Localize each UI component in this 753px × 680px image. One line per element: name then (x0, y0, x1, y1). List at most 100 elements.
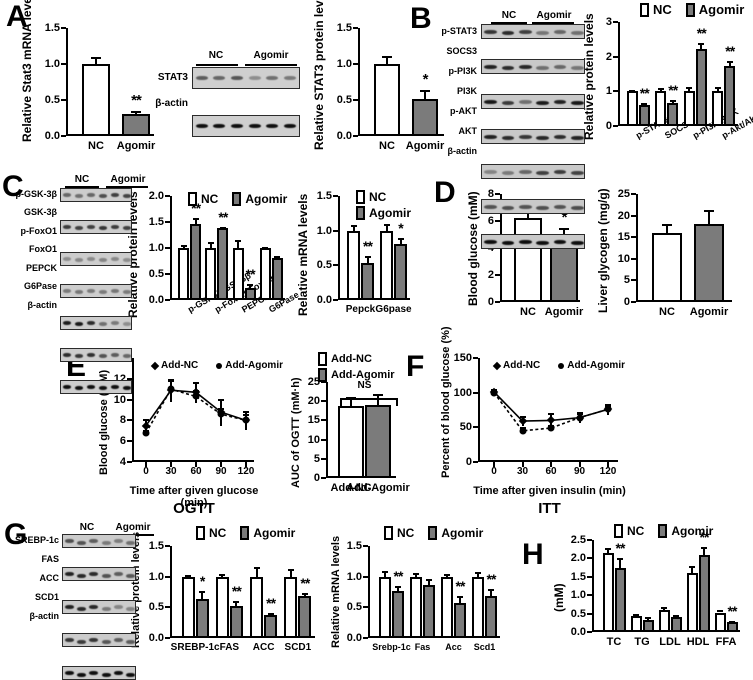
y-axis (592, 540, 594, 632)
blot-band (98, 354, 108, 359)
chart-e-auc: 0 5 10 15 20 25 Add-NC Add-Agomir NS (308, 376, 410, 494)
y-tick (613, 90, 618, 93)
y-tick (61, 63, 66, 65)
y-tick-label: 1.0 (316, 224, 332, 237)
error-cap (382, 56, 392, 59)
error-cap (714, 87, 721, 90)
significance-marker: ** (486, 570, 497, 587)
error-cap (444, 573, 450, 576)
bar-agomir (392, 590, 404, 638)
y-tick (321, 419, 326, 422)
legend-h: NC Agomir (614, 524, 713, 538)
blot-band (86, 225, 96, 230)
blot-row-label: β-actin (27, 299, 58, 310)
error-cap (729, 620, 735, 623)
error-cap (669, 100, 676, 103)
x-tick (245, 462, 247, 467)
y-tick-label: 1.5 (44, 22, 60, 34)
y-axis (132, 358, 134, 462)
blot-strip (481, 59, 585, 74)
bar-nc (652, 232, 682, 302)
legend-label: Add-NC (161, 360, 199, 371)
y-tick (495, 301, 500, 303)
error-cap (559, 228, 569, 231)
blot-band (284, 123, 297, 129)
error-cap (576, 412, 583, 415)
blot-band (501, 30, 515, 36)
blot-b-header-agomir: Agomir (536, 10, 572, 21)
blot-band (231, 123, 244, 129)
blot-band (484, 64, 497, 70)
x-tick-label: Agomir (689, 306, 729, 318)
error-cap (426, 579, 432, 582)
error-cap (233, 600, 240, 603)
bar-agomir (244, 287, 256, 300)
y-tick (321, 477, 326, 479)
error-cap (193, 381, 199, 384)
y-tick (363, 637, 368, 639)
error-cap (488, 588, 494, 591)
y-tick (631, 301, 636, 303)
x-tick-label: 90 (215, 466, 227, 477)
error-bar (424, 89, 426, 99)
x-tick-label: HDL (686, 636, 710, 648)
blot-a-header-nc: NC (208, 50, 224, 61)
chart-a-mrna: 0.0 0.5 1.0 1.5 NC ** Agomir (45, 22, 156, 152)
error-cap (657, 88, 664, 91)
error-bar (209, 242, 212, 248)
blot-row-label: p-STAT3 (441, 25, 477, 36)
significance-marker: * (561, 209, 568, 227)
legend-item-ag: Agomir (356, 206, 411, 220)
error-cap (717, 610, 723, 613)
blot-band (98, 258, 108, 263)
x-tick-label: 0 (491, 466, 497, 477)
bar-agomir (694, 224, 724, 302)
error-cap (661, 606, 667, 609)
blot-group: p-GSK-3β GSK-3β p-FoxO1 FoxO1 PEPCK G6Pase β-a… (16, 188, 132, 394)
x-tick-label: TG (634, 636, 650, 648)
blot-band (64, 605, 74, 610)
error-cap (207, 242, 214, 245)
blot-band (536, 205, 549, 211)
error-bar (201, 590, 204, 599)
y-tick-label: 1.0 (346, 570, 362, 583)
chart-b-protein: 0123**p-STAT3**SOCS3**p-PI3K/PI3K**p-Akt… (606, 16, 753, 141)
blot-strip (481, 199, 585, 214)
y-tick-label: 8 (487, 188, 494, 200)
blot-strip (481, 24, 585, 39)
blot-band (77, 672, 86, 677)
legend-item-nc: NC (640, 2, 672, 17)
blot-band (110, 225, 120, 230)
y-tick (587, 612, 592, 615)
blot-band (213, 123, 226, 129)
error-cap (662, 224, 672, 227)
legend-c-protein: NC Agomir (188, 192, 287, 206)
x-tick-label: NC (88, 140, 104, 152)
error-bar (477, 572, 479, 577)
blot-band (101, 540, 111, 545)
error-bar (563, 228, 565, 235)
error-cap (287, 569, 294, 572)
significance-marker: ** (696, 24, 707, 41)
bar-agomir (264, 615, 278, 638)
blot-a-strip-1 (192, 115, 300, 137)
legend-swatch-ag (356, 206, 365, 220)
legend-swatch-nc (384, 526, 393, 540)
ns-marker: NS (357, 380, 372, 391)
legend-label-ag: Add-Agomir (331, 369, 395, 381)
significance-marker: ** (191, 200, 201, 217)
blot-band (266, 75, 279, 81)
y-tick-label: 20 (307, 395, 320, 408)
error-cap (629, 90, 636, 93)
bar-agomir (485, 595, 497, 638)
legend-marker-diamond (492, 361, 502, 370)
y-tick-label: 0.0 (346, 632, 362, 644)
y-tick-label: 1.0 (570, 589, 586, 602)
legend-swatch-nc (614, 524, 623, 538)
legend-label-nc: NC (201, 192, 219, 206)
error-cap (475, 572, 481, 575)
axis-label-h-y: (mM) (552, 583, 566, 613)
blot-band (110, 193, 120, 198)
y-tick (353, 27, 358, 29)
